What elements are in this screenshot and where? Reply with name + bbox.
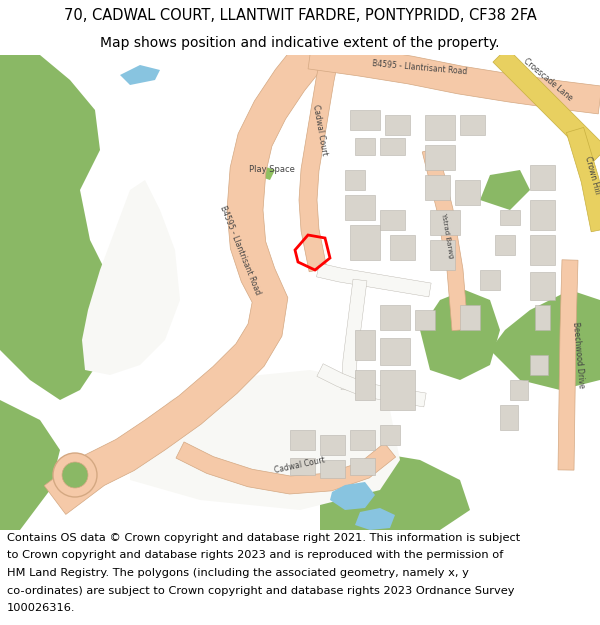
Text: B4595 - Llantrisant Road: B4595 - Llantrisant Road xyxy=(372,59,468,77)
Polygon shape xyxy=(320,460,345,478)
Text: Cadwal Court: Cadwal Court xyxy=(311,104,329,156)
Text: Crown Hill: Crown Hill xyxy=(583,155,600,195)
Polygon shape xyxy=(355,330,375,360)
Polygon shape xyxy=(425,115,455,140)
Text: Beechwood Drive: Beechwood Drive xyxy=(571,321,586,389)
Polygon shape xyxy=(176,442,395,494)
Text: Play Space: Play Space xyxy=(249,166,295,174)
Polygon shape xyxy=(425,145,455,170)
Polygon shape xyxy=(355,370,375,400)
Polygon shape xyxy=(530,355,548,375)
Polygon shape xyxy=(425,175,450,200)
Polygon shape xyxy=(380,138,405,155)
Text: Map shows position and indicative extent of the property.: Map shows position and indicative extent… xyxy=(100,36,500,50)
Polygon shape xyxy=(415,310,435,330)
Circle shape xyxy=(62,462,88,488)
Polygon shape xyxy=(355,508,395,530)
Polygon shape xyxy=(120,65,160,85)
Polygon shape xyxy=(380,425,400,445)
Polygon shape xyxy=(460,305,480,330)
Text: Cadwal Court: Cadwal Court xyxy=(274,455,326,475)
Polygon shape xyxy=(299,53,339,272)
Polygon shape xyxy=(530,272,555,300)
Polygon shape xyxy=(0,55,120,400)
Text: Ystrad Barwg: Ystrad Barwg xyxy=(440,212,454,258)
Polygon shape xyxy=(330,482,375,510)
Polygon shape xyxy=(480,170,530,210)
Polygon shape xyxy=(255,165,275,180)
Polygon shape xyxy=(558,260,578,470)
Polygon shape xyxy=(530,165,555,190)
Polygon shape xyxy=(530,200,555,230)
Polygon shape xyxy=(290,458,315,475)
Polygon shape xyxy=(380,305,410,330)
Polygon shape xyxy=(130,370,400,510)
Polygon shape xyxy=(390,235,415,260)
Polygon shape xyxy=(350,225,380,260)
Polygon shape xyxy=(500,405,518,430)
Polygon shape xyxy=(490,290,600,390)
Text: Croescade Lane: Croescade Lane xyxy=(522,57,574,103)
Polygon shape xyxy=(345,195,375,220)
Text: 100026316.: 100026316. xyxy=(7,603,76,613)
Polygon shape xyxy=(535,305,550,330)
Polygon shape xyxy=(320,435,345,455)
Circle shape xyxy=(53,453,97,497)
Polygon shape xyxy=(0,400,60,530)
Text: co-ordinates) are subject to Crown copyright and database rights 2023 Ordnance S: co-ordinates) are subject to Crown copyr… xyxy=(7,586,515,596)
Polygon shape xyxy=(350,458,375,475)
Polygon shape xyxy=(530,235,555,265)
Polygon shape xyxy=(420,290,500,380)
Polygon shape xyxy=(455,180,480,205)
Polygon shape xyxy=(44,44,324,514)
Polygon shape xyxy=(430,210,460,235)
Polygon shape xyxy=(82,180,180,375)
Polygon shape xyxy=(380,370,415,410)
Polygon shape xyxy=(480,270,500,290)
Polygon shape xyxy=(380,338,410,365)
Polygon shape xyxy=(566,127,600,232)
Polygon shape xyxy=(345,170,365,190)
Polygon shape xyxy=(430,240,455,270)
Polygon shape xyxy=(316,263,431,297)
Polygon shape xyxy=(422,148,468,331)
Polygon shape xyxy=(510,380,528,400)
Text: 70, CADWAL COURT, LLANTWIT FARDRE, PONTYPRIDD, CF38 2FA: 70, CADWAL COURT, LLANTWIT FARDRE, PONTY… xyxy=(64,8,536,23)
Polygon shape xyxy=(385,115,410,135)
Polygon shape xyxy=(341,279,367,391)
Polygon shape xyxy=(290,430,315,450)
Text: HM Land Registry. The polygons (including the associated geometry, namely x, y: HM Land Registry. The polygons (includin… xyxy=(7,568,469,578)
Polygon shape xyxy=(350,110,380,130)
Polygon shape xyxy=(380,210,405,230)
Text: Contains OS data © Crown copyright and database right 2021. This information is : Contains OS data © Crown copyright and d… xyxy=(7,533,520,543)
Text: to Crown copyright and database rights 2023 and is reproduced with the permissio: to Crown copyright and database rights 2… xyxy=(7,551,503,561)
Polygon shape xyxy=(460,115,485,135)
Polygon shape xyxy=(320,450,470,530)
Polygon shape xyxy=(317,364,426,407)
Polygon shape xyxy=(495,235,515,255)
Polygon shape xyxy=(355,138,375,155)
Text: B4595 - Llantrisant Road: B4595 - Llantrisant Road xyxy=(218,204,262,296)
Polygon shape xyxy=(493,48,600,162)
Polygon shape xyxy=(350,430,375,450)
Polygon shape xyxy=(500,210,520,225)
Polygon shape xyxy=(308,41,600,114)
